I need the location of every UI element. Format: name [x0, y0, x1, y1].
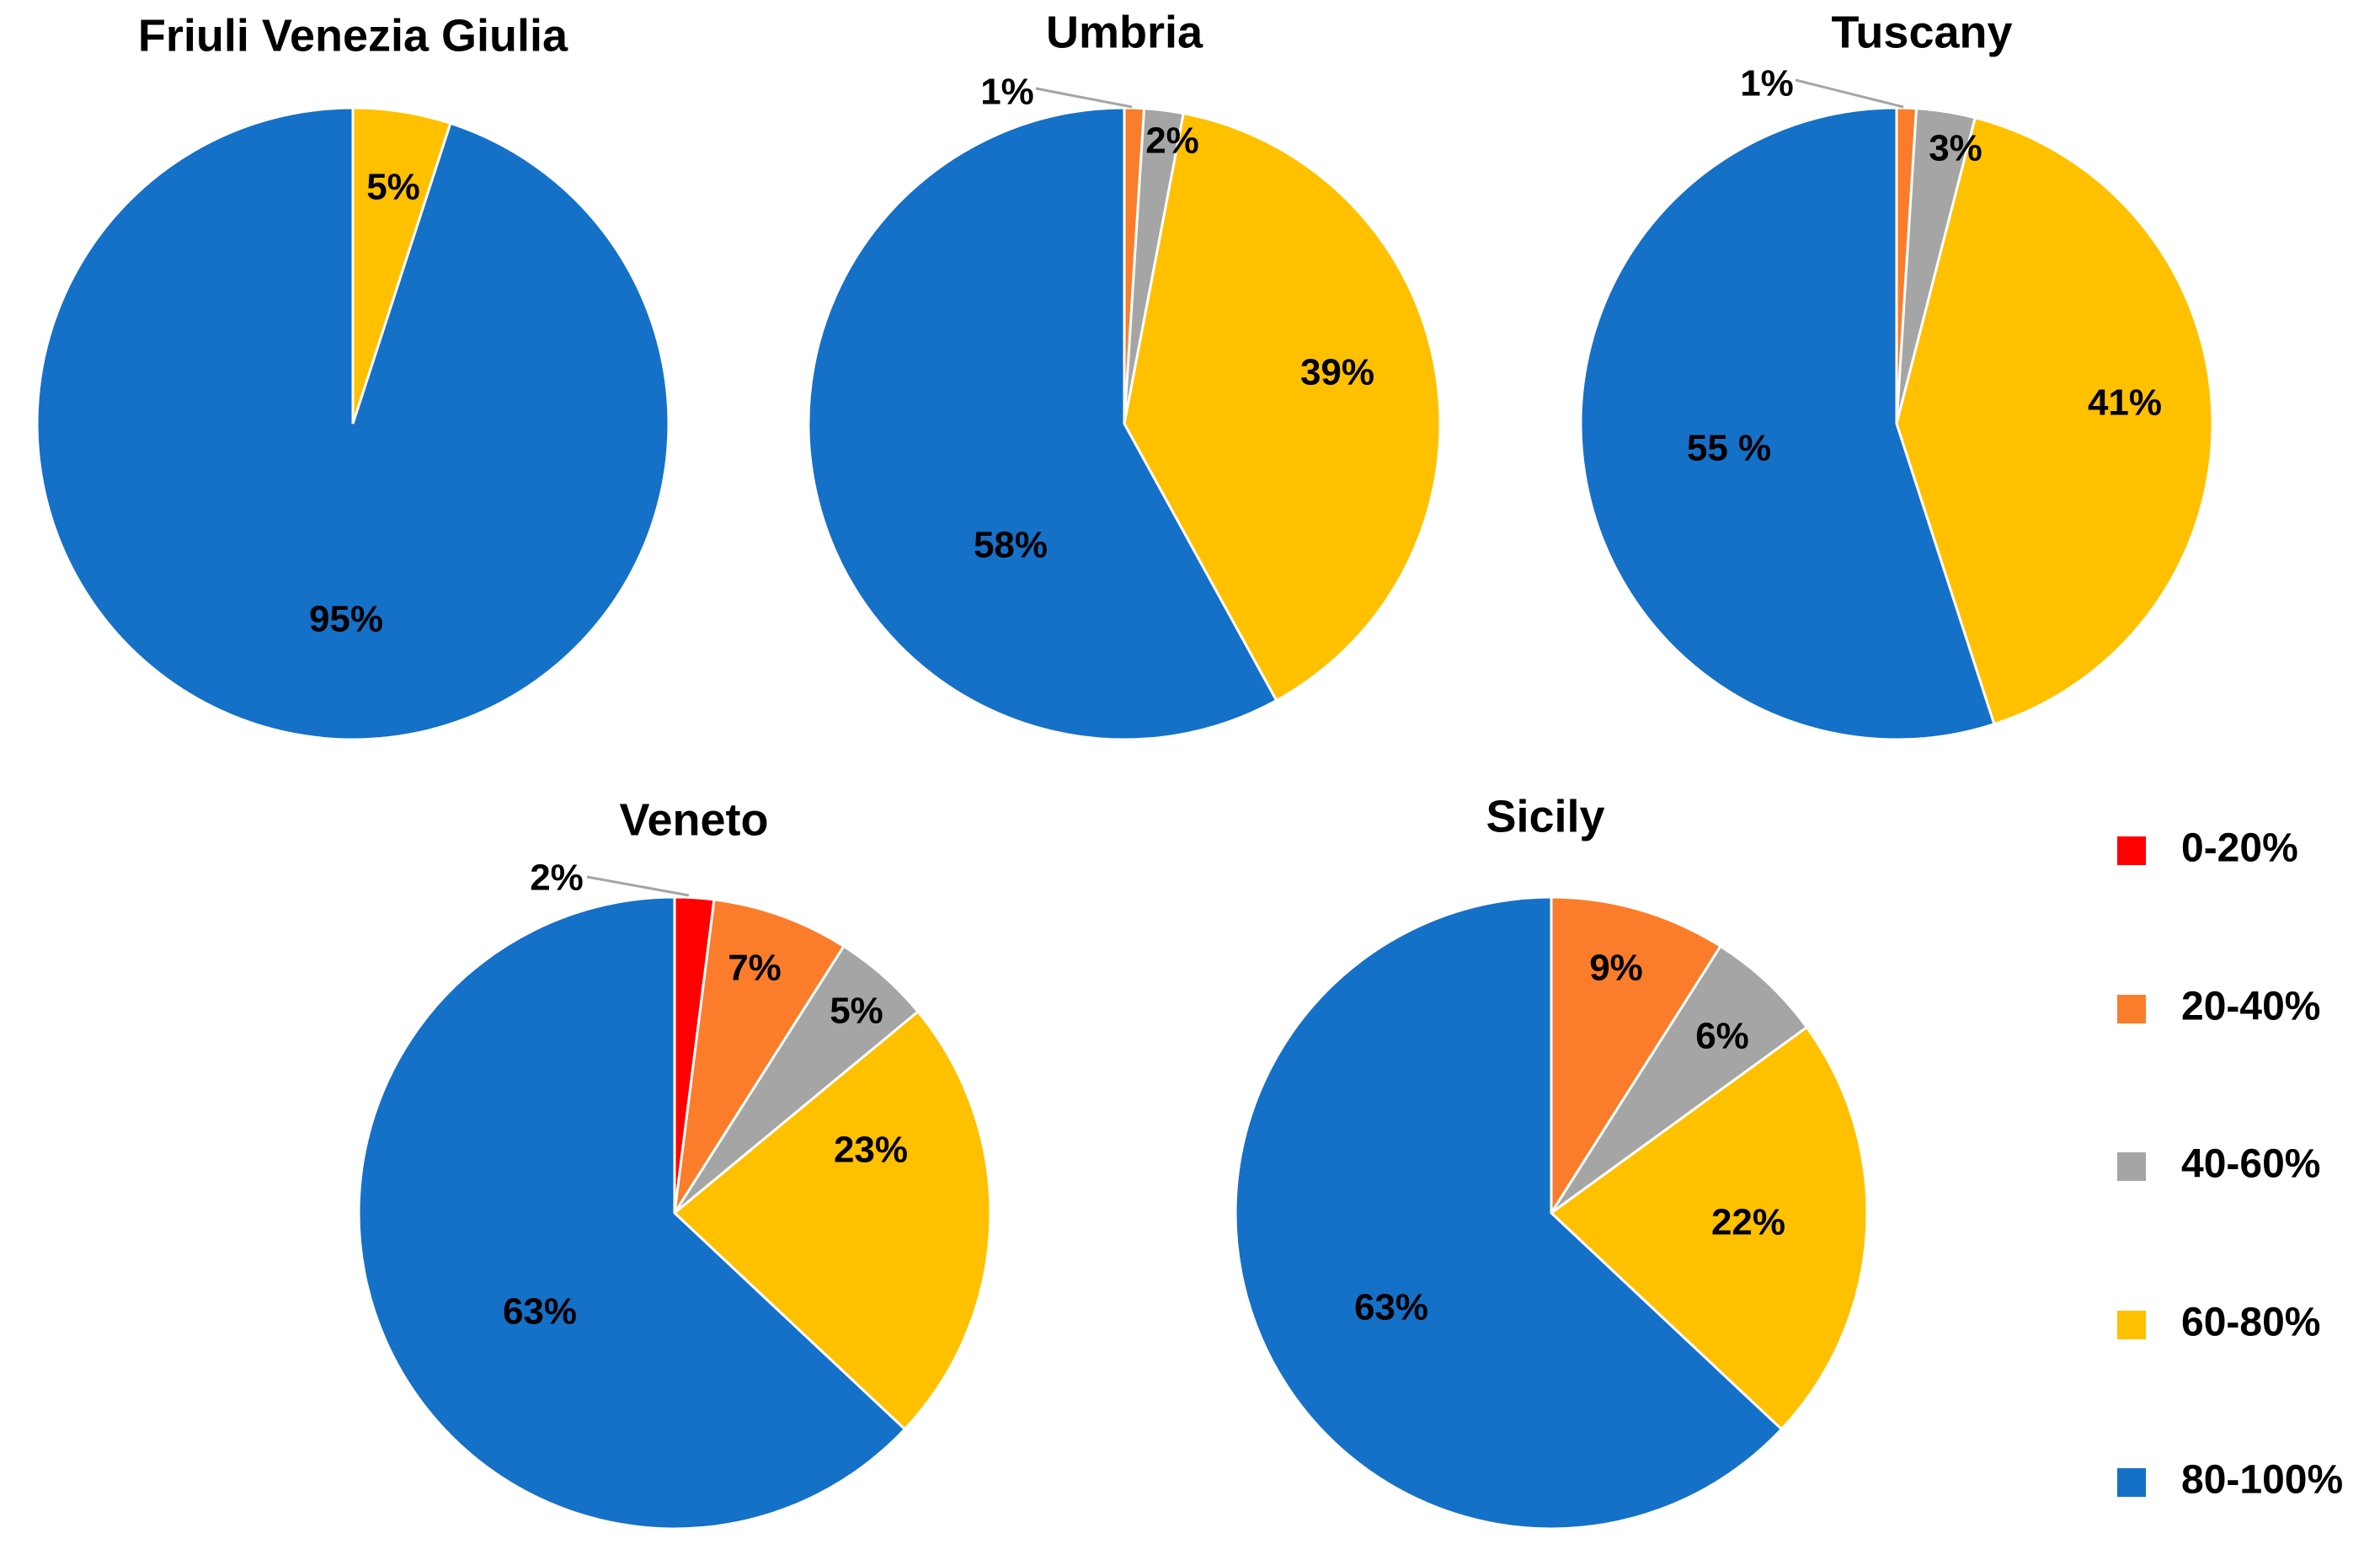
data-label: 2%: [530, 857, 584, 899]
data-label: 41%: [2088, 382, 2162, 424]
pie-slice-80-100%: [807, 106, 1278, 741]
pie-title: Friuli Venezia Giulia: [138, 10, 568, 61]
data-label: 5%: [366, 167, 420, 208]
pie-slice-80-100%: [35, 106, 670, 741]
legend-swatch: [2117, 1152, 2146, 1181]
pie-slice-80-100%: [1579, 106, 1996, 741]
pie-veneto: Veneto 2% 7% 5% 23% 63%: [357, 794, 992, 1531]
legend-item: 0-20%: [2117, 826, 2298, 871]
data-label: 7%: [728, 948, 782, 989]
legend: 0-20% 20-40% 40-60% 60-80% 80-100%: [2117, 826, 2343, 1503]
legend-label: 0-20%: [2181, 826, 2298, 871]
legend-label: 20-40%: [2181, 985, 2320, 1029]
data-label: 22%: [1711, 1202, 1785, 1243]
pie-title: Tuscany: [1831, 7, 2012, 57]
pie-slice-80-100%: [1234, 895, 1784, 1531]
pie-umbria: Umbria 1% 2% 39% 58%: [807, 7, 1442, 741]
pie-slice-60-80%: [672, 1009, 992, 1431]
pie-slice-60-80%: [1549, 1025, 1869, 1431]
legend-item: 80-100%: [2117, 1458, 2343, 1503]
pie-slice-60-80%: [1123, 111, 1442, 703]
pie-sicily: Sicily 9% 6% 22% 63%: [1234, 791, 1869, 1531]
data-label: 2%: [1145, 120, 1199, 162]
legend-item: 20-40%: [2117, 985, 2320, 1029]
data-label: 63%: [1354, 1287, 1428, 1328]
pie-tuscany: Tuscany 1% 3% 41% 55 %: [1579, 7, 2214, 741]
data-label: 1%: [980, 72, 1034, 113]
pie-charts: Friuli Venezia Giulia 5% 95% Umbria 1% 2% 39% 5…: [35, 7, 2214, 1531]
data-label: 23%: [834, 1130, 908, 1171]
legend-swatch: [2117, 1311, 2146, 1339]
label-leader-line: [1795, 78, 1904, 109]
label-leader-line: [1035, 87, 1133, 109]
pie-slice-40-60%: [1550, 944, 1809, 1215]
pie-friuli-venezia-giulia: Friuli Venezia Giulia 5% 95%: [35, 10, 670, 741]
data-label: 1%: [1740, 63, 1794, 104]
data-label: 39%: [1300, 352, 1374, 393]
pie-slice-20-40%: [673, 898, 846, 1214]
data-label: 5%: [830, 991, 883, 1032]
data-label: 6%: [1695, 1016, 1749, 1057]
legend-swatch: [2117, 995, 2146, 1023]
pie-title: Umbria: [1046, 7, 1203, 57]
legend-item: 40-60%: [2117, 1142, 2320, 1187]
pie-slice-60-80%: [1895, 115, 2214, 726]
legend-label: 40-60%: [2181, 1142, 2320, 1187]
data-label: 3%: [1929, 128, 1982, 169]
pie-slice-20-40%: [1550, 895, 1723, 1218]
data-label: 58%: [974, 525, 1048, 566]
pie-title: Sicily: [1486, 791, 1604, 841]
legend-label: 60-80%: [2181, 1301, 2320, 1345]
legend-swatch: [2117, 1468, 2146, 1497]
legend-item: 60-80%: [2117, 1301, 2320, 1345]
data-label: 55 %: [1687, 428, 1771, 469]
legend-swatch: [2117, 836, 2146, 865]
legend-label: 80-100%: [2181, 1458, 2343, 1503]
pie-title: Veneto: [619, 794, 768, 845]
label-leader-line: [586, 875, 690, 897]
data-label: 9%: [1589, 948, 1643, 989]
data-label: 95%: [309, 599, 383, 640]
data-label: 63%: [503, 1291, 577, 1333]
pie-slice-80-100%: [357, 895, 907, 1531]
